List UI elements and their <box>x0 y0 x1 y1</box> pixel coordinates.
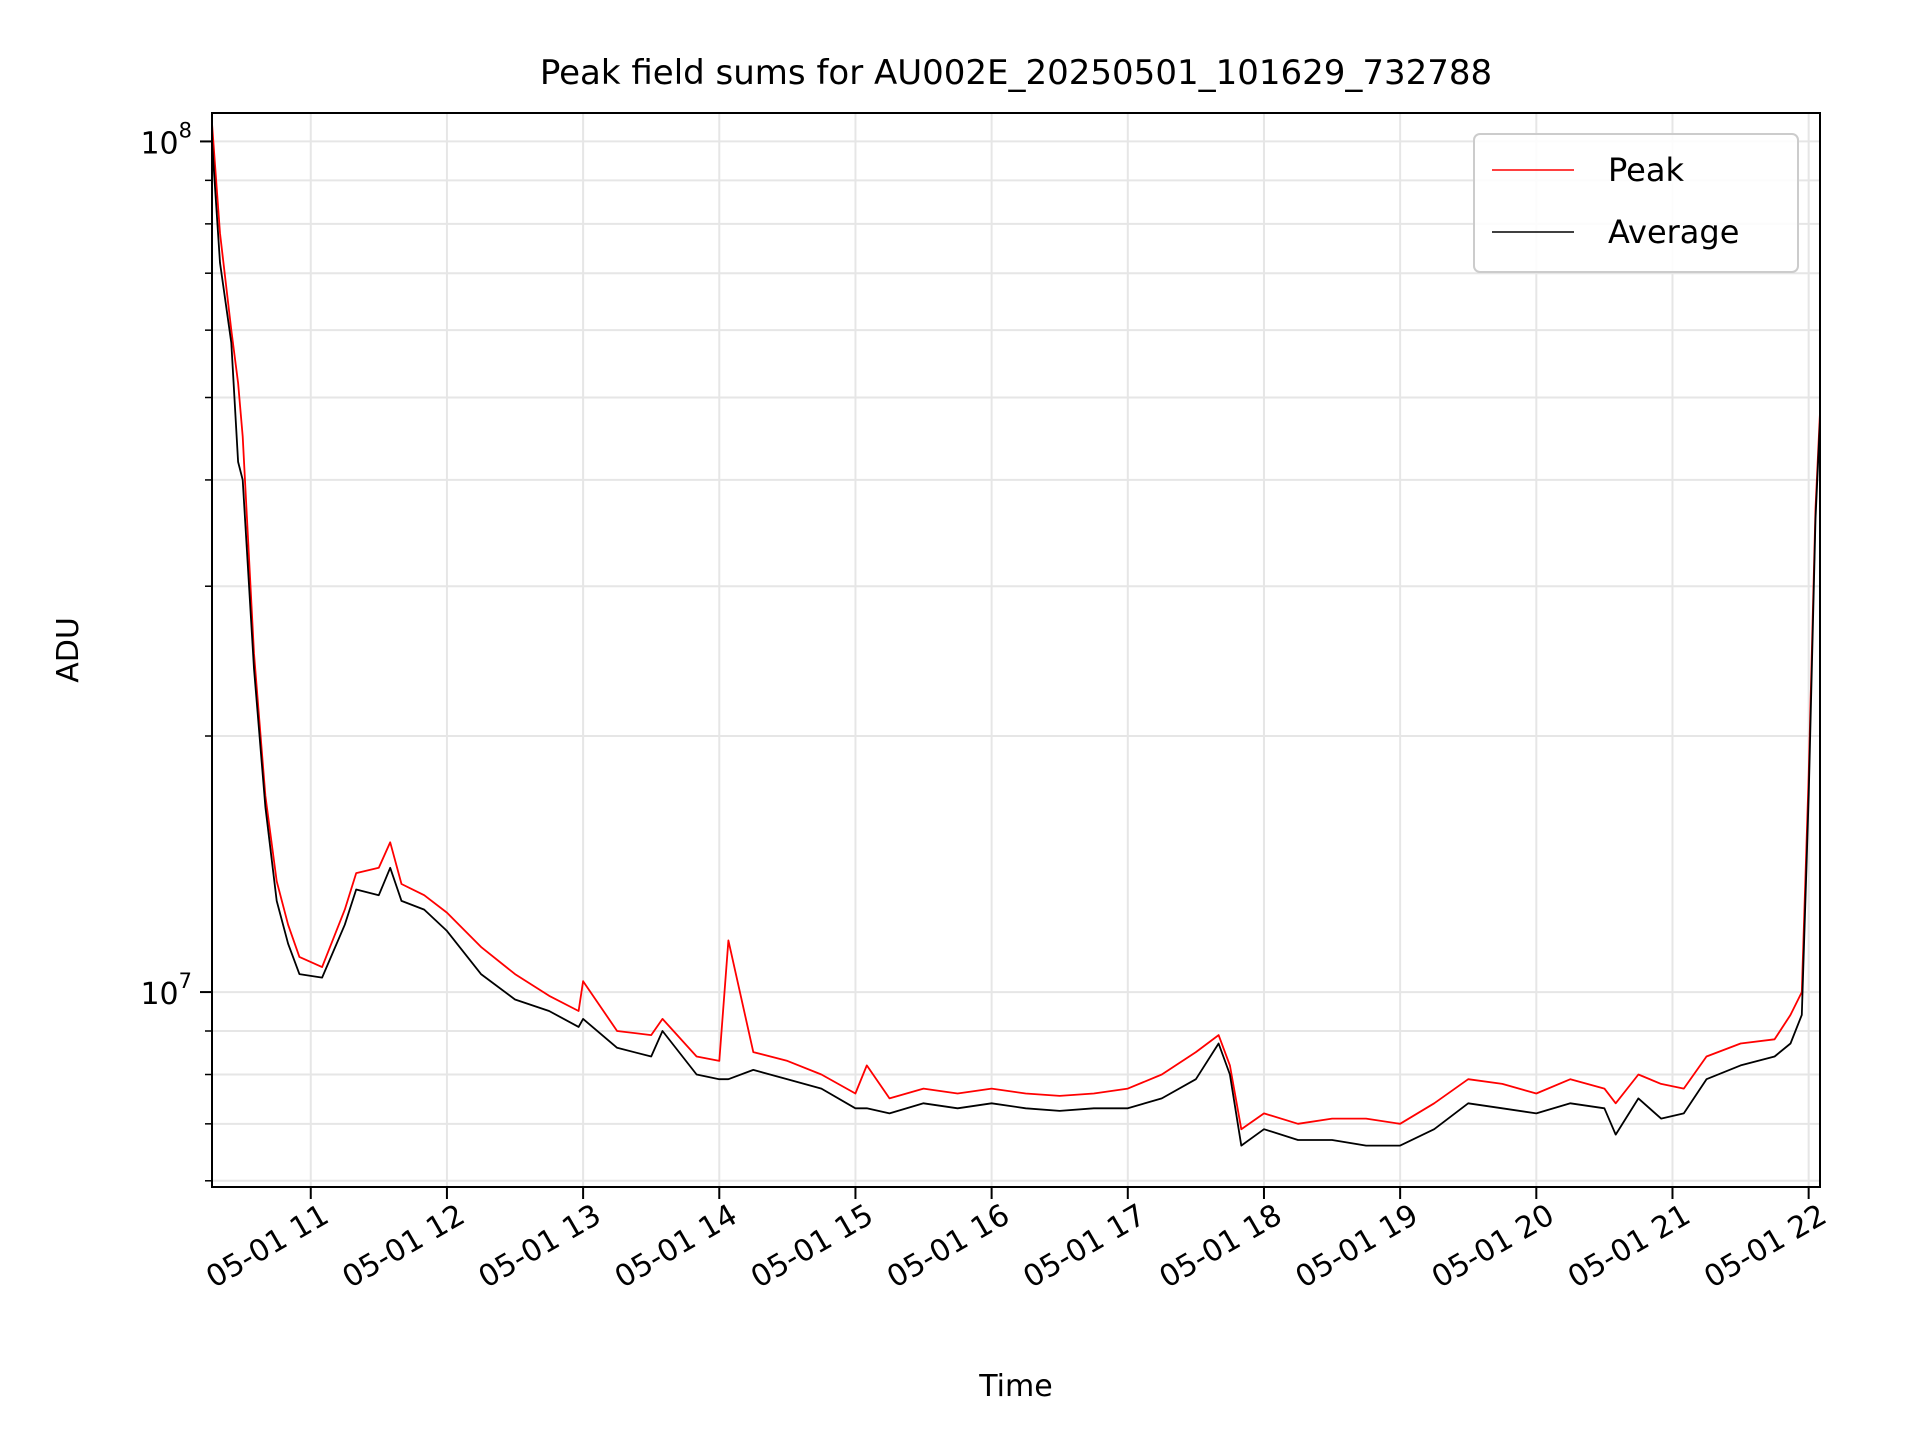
series-line-average <box>211 141 1821 1147</box>
series-layer <box>211 123 1821 1147</box>
chart-title: Peak field sums for AU002E_20250501_1016… <box>540 53 1492 93</box>
y-axis-label: ADU <box>51 617 86 683</box>
plot-frame <box>211 112 1821 1188</box>
legend-label-average: Average <box>1608 213 1739 251</box>
series-line-peak <box>211 123 1821 1131</box>
legend-label-peak: Peak <box>1608 151 1684 189</box>
legend-box <box>1473 133 1799 273</box>
x-axis-label: Time <box>978 1369 1052 1404</box>
legend: Peak Average <box>1473 133 1799 273</box>
